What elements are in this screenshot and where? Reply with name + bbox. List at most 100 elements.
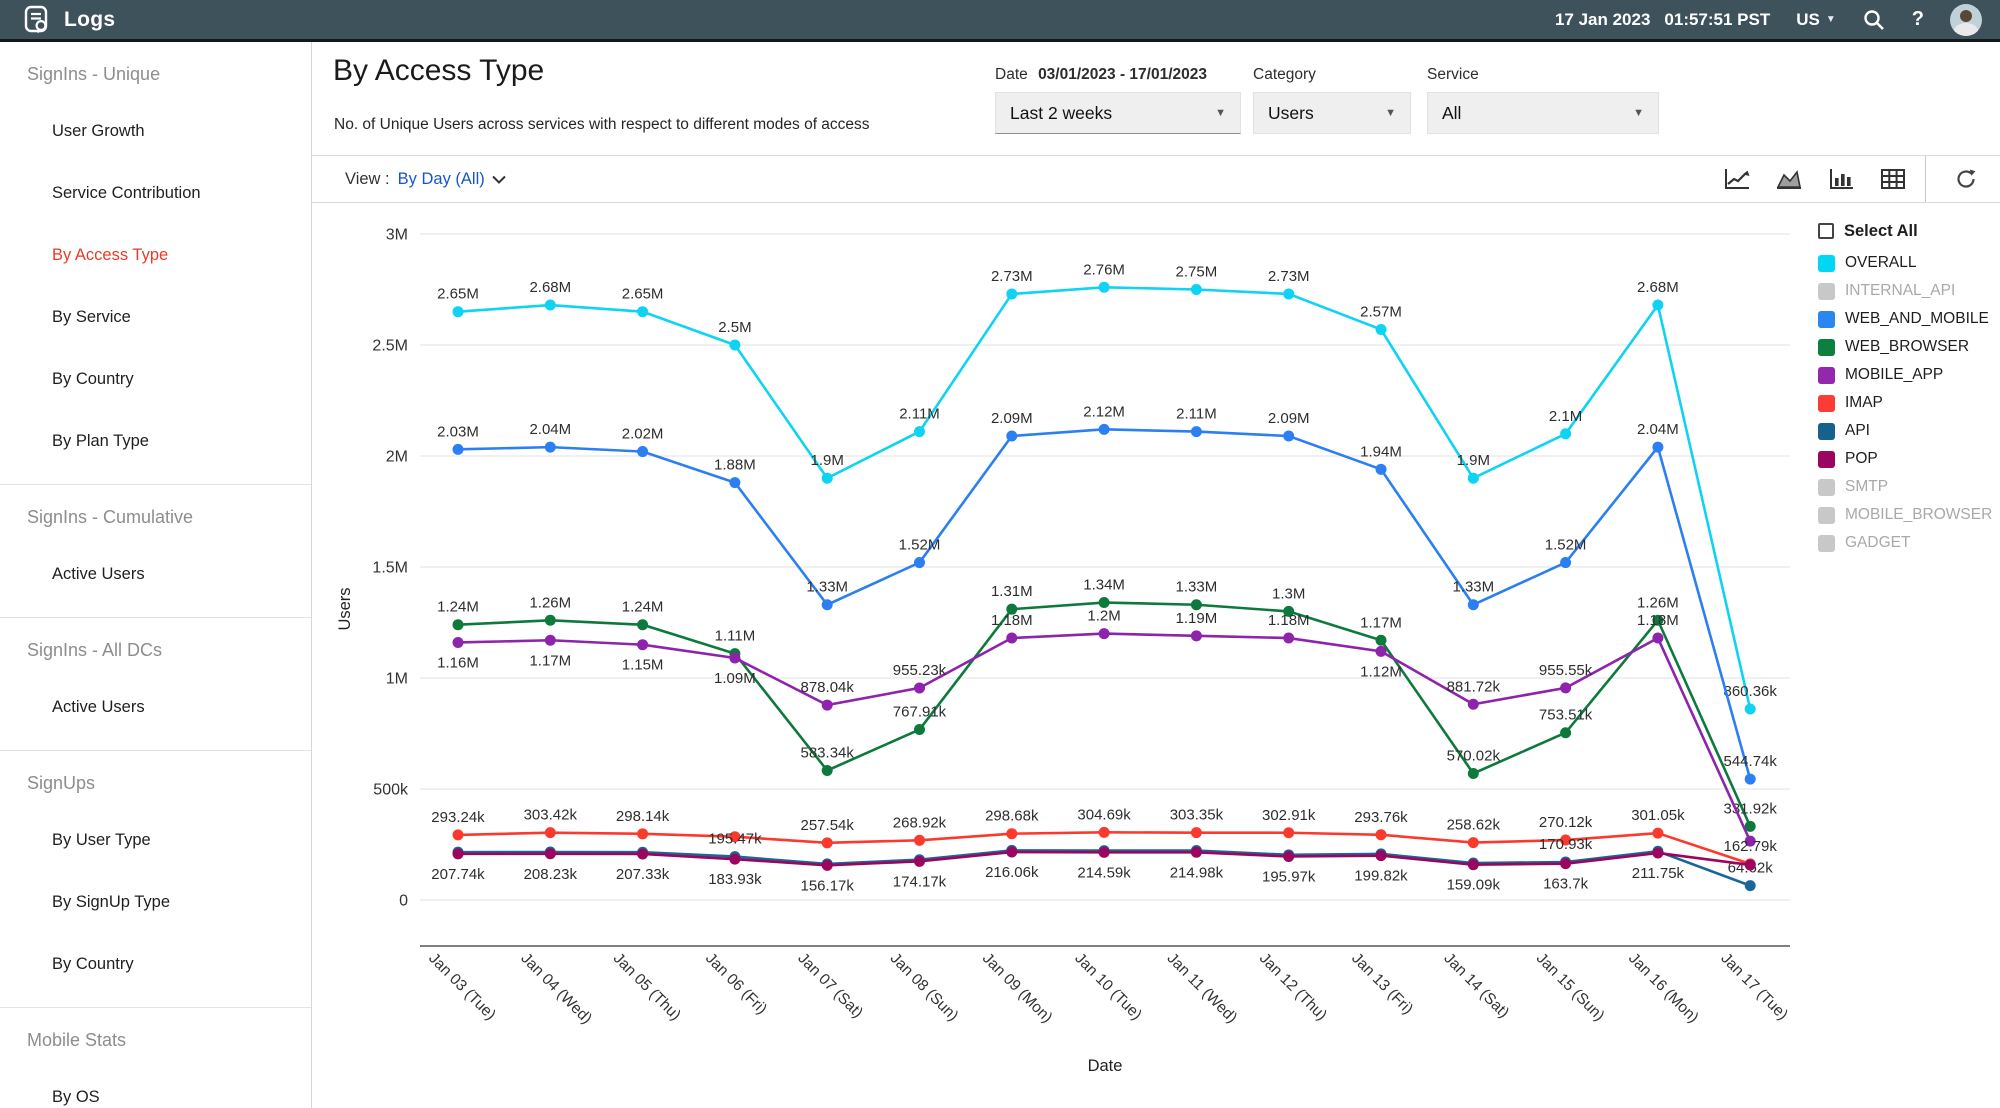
data-point-pop[interactable] — [1098, 846, 1110, 858]
legend-item-web-and-mobile[interactable]: WEB_AND_MOBILE — [1818, 305, 2000, 333]
data-point-overall[interactable] — [914, 426, 925, 438]
sidebar-item-service-contribution[interactable]: Service Contribution — [52, 183, 201, 202]
data-point-overall[interactable] — [1744, 703, 1756, 715]
data-point-web_and_mobile[interactable] — [544, 441, 556, 453]
data-point-imap[interactable] — [729, 831, 741, 843]
data-point-web_browser[interactable] — [821, 764, 833, 776]
data-point-overall[interactable] — [1560, 428, 1572, 440]
data-point-imap[interactable] — [1467, 837, 1479, 849]
data-point-imap[interactable] — [1375, 829, 1387, 841]
data-point-overall[interactable] — [1375, 323, 1387, 335]
data-point-web_browser[interactable] — [1375, 634, 1387, 646]
data-point-pop[interactable] — [1375, 850, 1387, 862]
data-point-imap[interactable] — [914, 834, 925, 846]
data-point-web_browser[interactable] — [452, 619, 464, 631]
data-point-mobile_app[interactable] — [1560, 682, 1572, 694]
table-view-button[interactable] — [1867, 156, 1919, 202]
data-point-web_and_mobile[interactable] — [1098, 423, 1110, 435]
line-chart-view-button[interactable] — [1711, 156, 1763, 202]
data-point-web_browser[interactable] — [1098, 597, 1110, 609]
data-point-overall[interactable] — [729, 339, 741, 351]
data-point-web_and_mobile[interactable] — [452, 443, 464, 455]
data-point-overall[interactable] — [544, 299, 556, 311]
data-point-mobile_app[interactable] — [914, 682, 925, 694]
legend-item-smtp[interactable]: SMTP — [1818, 473, 2000, 501]
data-point-overall[interactable] — [1283, 288, 1295, 300]
data-point-mobile_app[interactable] — [1283, 632, 1295, 644]
data-point-pop[interactable] — [821, 859, 833, 871]
data-point-pop[interactable] — [914, 855, 925, 867]
data-point-pop[interactable] — [1190, 846, 1202, 858]
date-range-dropdown[interactable]: Last 2 weeks ▼ — [995, 92, 1241, 134]
data-point-pop[interactable] — [452, 848, 464, 860]
data-point-web_browser[interactable] — [544, 614, 556, 626]
bar-chart-view-button[interactable] — [1815, 156, 1867, 202]
data-point-pop[interactable] — [1560, 858, 1572, 870]
data-point-mobile_app[interactable] — [729, 652, 741, 664]
data-point-mobile_app[interactable] — [1467, 698, 1479, 710]
data-point-web_browser[interactable] — [1283, 605, 1295, 617]
data-point-imap[interactable] — [1006, 828, 1018, 840]
legend-item-overall[interactable]: OVERALL — [1818, 249, 2000, 277]
data-point-imap[interactable] — [1283, 827, 1295, 839]
data-point-overall[interactable] — [1467, 472, 1479, 484]
data-point-overall[interactable] — [1190, 284, 1202, 295]
data-point-mobile_app[interactable] — [637, 639, 649, 651]
data-point-mobile_app[interactable] — [1375, 645, 1387, 657]
data-point-mobile_app[interactable] — [1190, 630, 1202, 642]
data-point-web_and_mobile[interactable] — [1006, 430, 1018, 442]
data-point-pop[interactable] — [1283, 850, 1295, 862]
data-point-mobile_app[interactable] — [1006, 632, 1018, 644]
sidebar-item-by-os[interactable]: By OS — [52, 1087, 100, 1106]
data-point-imap[interactable] — [637, 828, 649, 840]
sidebar-item-by-service[interactable]: By Service — [52, 307, 131, 326]
sidebar-item-signups-by-country[interactable]: By Country — [52, 954, 134, 973]
sidebar-item-user-growth[interactable]: User Growth — [52, 121, 145, 140]
data-point-web_browser[interactable] — [1467, 767, 1479, 779]
data-point-mobile_app[interactable] — [1098, 628, 1110, 640]
data-point-web_browser[interactable] — [1190, 599, 1202, 611]
legend-item-web-browser[interactable]: WEB_BROWSER — [1818, 333, 2000, 361]
data-point-web_browser[interactable] — [1006, 603, 1018, 615]
view-selector[interactable]: By Day (All) — [398, 170, 506, 189]
legend-item-imap[interactable]: IMAP — [1818, 389, 2000, 417]
data-point-overall[interactable] — [1098, 281, 1110, 293]
data-point-web_and_mobile[interactable] — [1467, 599, 1479, 611]
data-point-pop[interactable] — [637, 848, 649, 860]
data-point-pop[interactable] — [544, 848, 556, 860]
data-point-web_browser[interactable] — [1652, 614, 1664, 626]
data-point-mobile_app[interactable] — [1744, 835, 1756, 847]
data-point-imap[interactable] — [452, 829, 464, 841]
data-point-web_and_mobile[interactable] — [1652, 441, 1664, 453]
legend-item-api[interactable]: API — [1818, 417, 2000, 445]
data-point-mobile_app[interactable] — [1652, 632, 1664, 644]
data-point-web_and_mobile[interactable] — [1560, 557, 1572, 569]
legend-item-mobile-browser[interactable]: MOBILE_BROWSER — [1818, 501, 2000, 529]
data-point-web_browser[interactable] — [914, 724, 925, 736]
data-point-pop[interactable] — [1006, 846, 1018, 858]
data-point-imap[interactable] — [1652, 827, 1664, 839]
data-point-overall[interactable] — [1652, 299, 1664, 311]
data-point-web_and_mobile[interactable] — [729, 477, 741, 489]
help-icon[interactable]: ? — [1911, 8, 1924, 30]
category-dropdown[interactable]: Users ▼ — [1253, 92, 1411, 134]
data-point-web_and_mobile[interactable] — [1190, 426, 1202, 438]
data-point-mobile_app[interactable] — [544, 634, 556, 646]
data-point-imap[interactable] — [544, 827, 556, 839]
data-point-web_and_mobile[interactable] — [1375, 463, 1387, 475]
data-point-web_and_mobile[interactable] — [914, 557, 925, 569]
legend-item-gadget[interactable]: GADGET — [1818, 529, 2000, 557]
service-dropdown[interactable]: All ▼ — [1427, 92, 1659, 134]
data-point-overall[interactable] — [452, 306, 464, 318]
data-point-overall[interactable] — [637, 306, 649, 318]
legend-item-internal-api[interactable]: INTERNAL_API — [1818, 277, 2000, 305]
region-selector[interactable]: US ▼ — [1796, 10, 1836, 30]
area-chart-view-button[interactable] — [1763, 156, 1815, 202]
data-point-web_browser[interactable] — [1560, 727, 1572, 739]
data-point-overall[interactable] — [821, 472, 833, 484]
data-point-web_and_mobile[interactable] — [821, 599, 833, 611]
user-avatar[interactable] — [1950, 3, 1982, 36]
data-point-mobile_app[interactable] — [821, 699, 833, 711]
data-point-imap[interactable] — [821, 837, 833, 849]
data-point-web_and_mobile[interactable] — [1283, 430, 1295, 442]
